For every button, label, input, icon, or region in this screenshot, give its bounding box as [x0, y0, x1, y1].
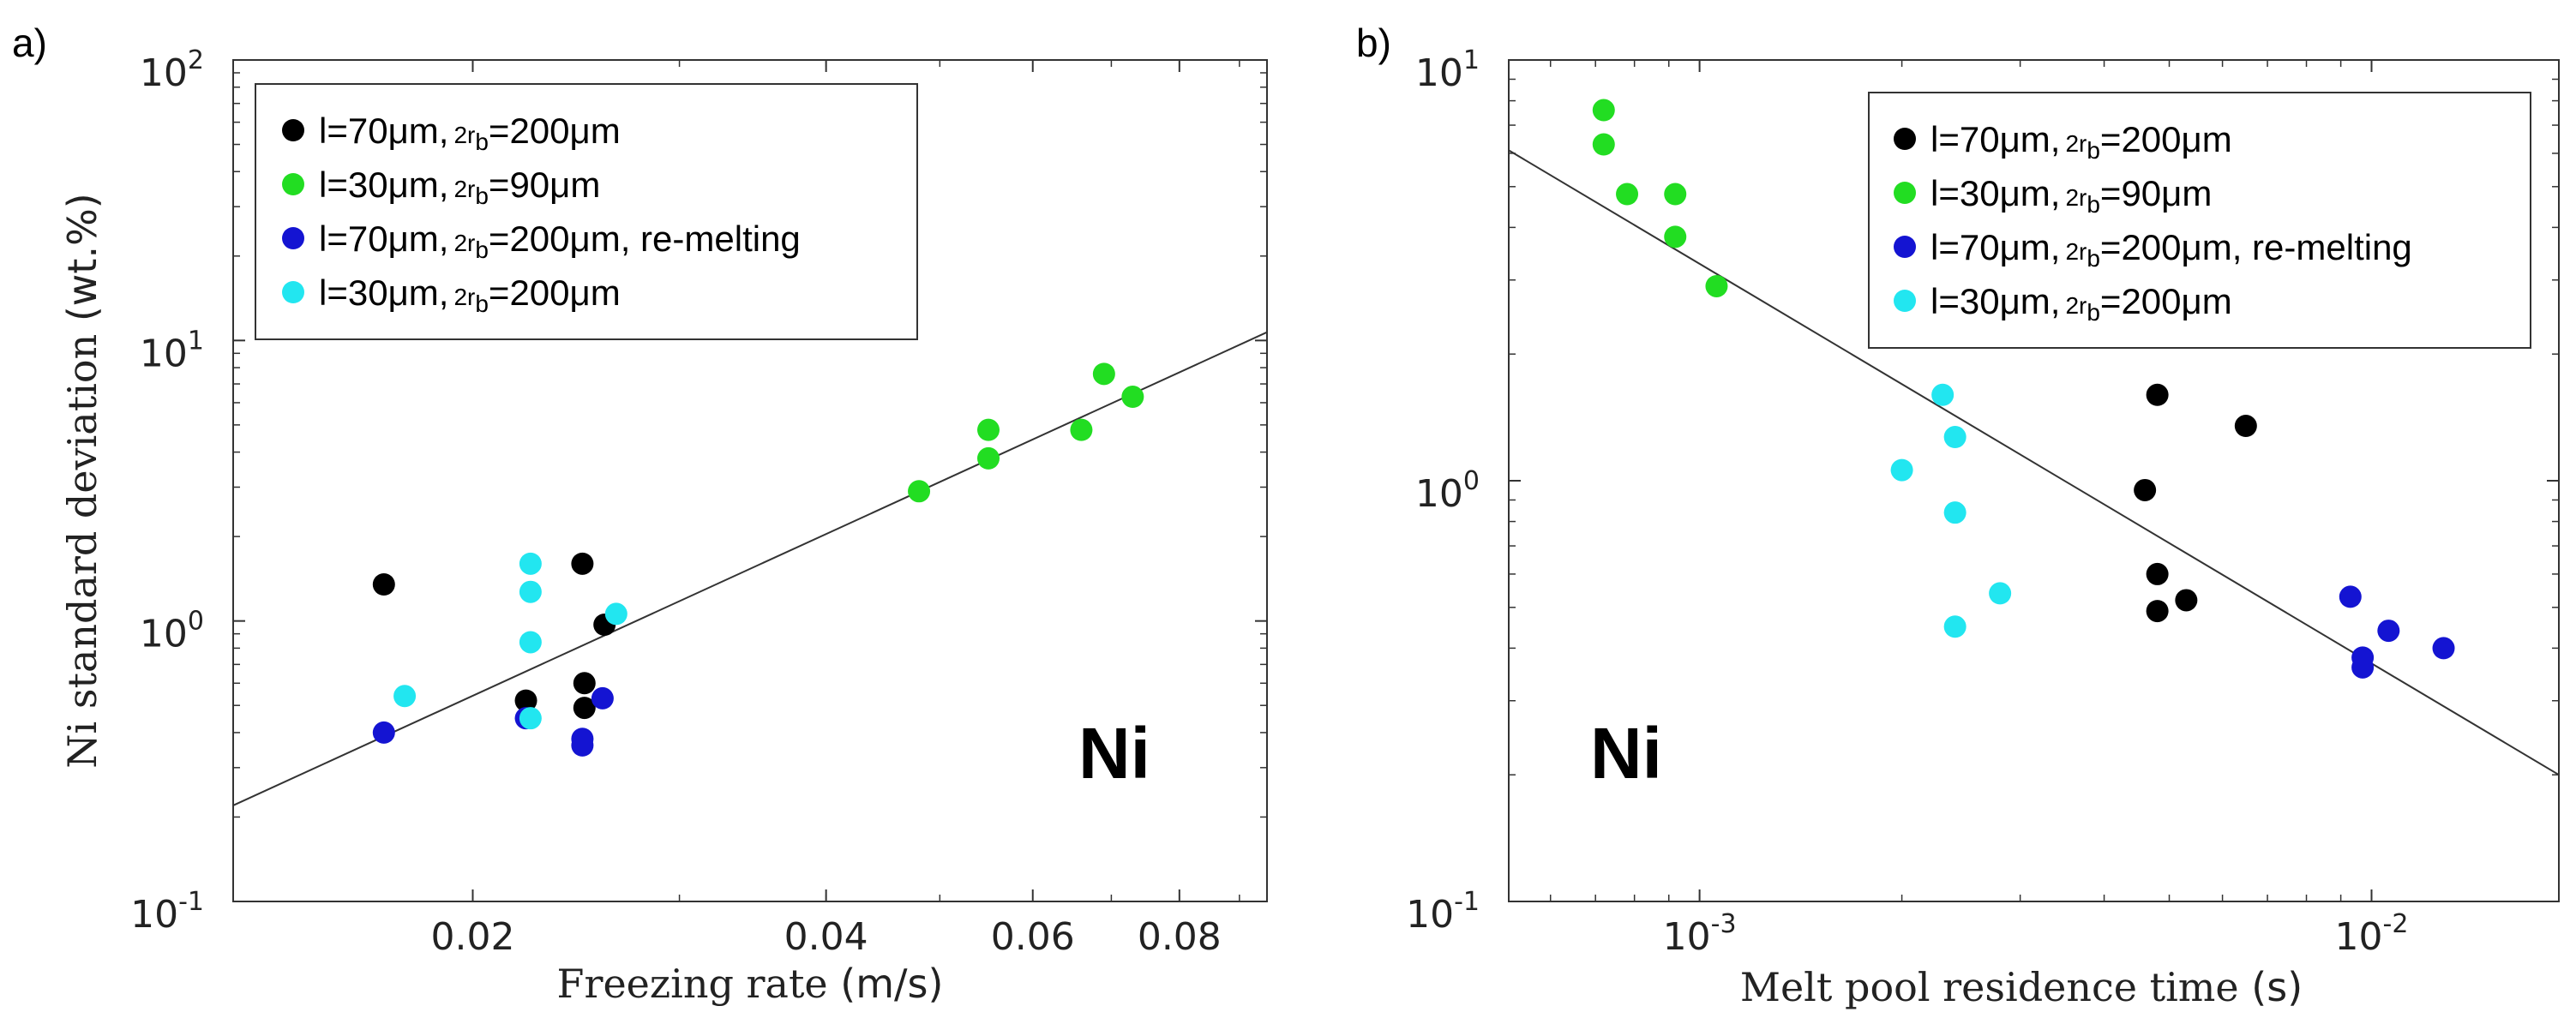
- legend-entry-s0: l=70μm, 2rb=200μm: [319, 111, 621, 155]
- panel-a-fit-line: [232, 331, 1268, 806]
- data-point-s0: [2175, 589, 2198, 612]
- panel-b-y-tick-label: 100: [1415, 466, 1480, 516]
- panel-a-x-axis-title: Freezing rate (m/s): [557, 961, 944, 1007]
- panel-a-x-tick-label: 0.02: [430, 915, 514, 959]
- panel-b-points: [1592, 99, 2455, 679]
- data-point-s2: [591, 686, 614, 710]
- legend-marker-s2: [1894, 236, 1916, 258]
- legend-entry-s1: l=30μm, 2rb=90μm: [1930, 173, 2212, 218]
- panel-a: a) 0.02 0.04 0.06 0.08 10-1 100 101 102 …: [12, 21, 1268, 1007]
- panel-a-ticks: [233, 59, 1267, 902]
- data-point-s3: [1989, 582, 2012, 605]
- data-point-s3: [1931, 383, 1955, 406]
- data-point-s0: [573, 697, 596, 720]
- data-point-s0: [2134, 478, 2157, 501]
- panel-a-legend: l=70μm, 2rb=200μm l=30μm, 2rb=90μm l=70μm,…: [255, 83, 918, 340]
- data-point-s0: [573, 672, 596, 695]
- panel-a-y-tick-label: 101: [140, 326, 204, 375]
- data-point-s0: [2146, 383, 2169, 406]
- legend-marker-s1: [282, 173, 304, 195]
- legend-marker-s2: [282, 227, 304, 249]
- legend-entry-s3: l=30μm, 2rb=200μm: [319, 272, 621, 317]
- data-point-s1: [977, 446, 1000, 470]
- data-point-s1: [1616, 183, 1639, 206]
- panel-a-x-tick-label: 0.08: [1138, 915, 1222, 959]
- panel-a-y-axis-title: Ni standard deviation (wt.%): [59, 193, 105, 768]
- data-point-s3: [519, 580, 542, 603]
- legend-entry-s2: l=70μm, 2rb=200μm, re-melting: [1930, 227, 2412, 272]
- data-point-s0: [571, 552, 594, 575]
- data-point-s1: [1070, 418, 1093, 441]
- panel-b-legend: l=70μm, 2rb=200μm l=30μm, 2rb=90μm l=70μm,…: [1868, 92, 2531, 349]
- panel-b-fit-line: [1508, 149, 2560, 776]
- data-point-s1: [1592, 133, 1615, 156]
- legend-entry-s2: l=70μm, 2rb=200μm, re-melting: [319, 219, 801, 263]
- data-point-s3: [1943, 501, 1967, 524]
- panel-b-ni-annotation: Ni: [1590, 713, 1662, 793]
- data-point-s3: [1890, 458, 1913, 482]
- data-point-s3: [604, 602, 627, 626]
- data-point-s2: [571, 734, 594, 757]
- legend-marker-s0: [1894, 128, 1916, 150]
- data-point-s3: [1943, 426, 1967, 449]
- data-point-s0: [2146, 562, 2169, 585]
- data-point-s3: [1943, 615, 1967, 638]
- data-point-s2: [372, 721, 395, 744]
- panel-a-tick-labels: 0.02 0.04 0.06 0.08 10-1 100 101 102: [130, 45, 1222, 959]
- data-point-s1: [1664, 225, 1687, 249]
- data-point-s0: [2146, 600, 2169, 623]
- legend-marker-s0: [282, 119, 304, 141]
- panel-a-legend-box: [255, 83, 918, 340]
- panel-a-x-tick-label: 0.04: [784, 915, 868, 959]
- panel-a-y-tick-label: 102: [140, 45, 204, 95]
- data-point-s1: [1705, 274, 1728, 297]
- data-point-s3: [519, 552, 542, 575]
- data-point-s1: [1121, 386, 1144, 409]
- legend-marker-s3: [282, 281, 304, 303]
- data-point-s1: [1092, 362, 1115, 386]
- data-point-s0: [2234, 415, 2257, 438]
- panel-b-legend-box: [1868, 92, 2531, 349]
- panel-b-x-axis-title: Melt pool residence time (s): [1740, 964, 2303, 1010]
- data-point-s3: [519, 707, 542, 730]
- data-point-s2: [2351, 656, 2375, 679]
- data-point-s1: [977, 418, 1000, 441]
- data-point-s1: [908, 480, 931, 503]
- data-point-s0: [514, 689, 537, 712]
- legend-marker-s1: [1894, 182, 1916, 204]
- data-point-s0: [372, 573, 395, 596]
- data-point-s1: [1664, 183, 1687, 206]
- panel-a-ni-annotation: Ni: [1078, 713, 1150, 793]
- panel-b: b) 10-3 10-2 10-1 100 101 Ni Melt pool r…: [1356, 21, 2560, 1010]
- data-point-s3: [393, 685, 417, 708]
- data-point-s3: [519, 631, 542, 654]
- panel-a-y-tick-label: 10-1: [130, 887, 204, 937]
- panel-b-ticks: [1509, 59, 2559, 902]
- panel-b-x-tick-label: 10-2: [2335, 909, 2409, 959]
- panel-a-y-tick-label: 100: [140, 607, 204, 656]
- data-point-s2: [2339, 585, 2362, 608]
- legend-entry-s3: l=30μm, 2rb=200μm: [1930, 281, 2232, 326]
- data-point-s2: [2377, 620, 2400, 643]
- panel-b-tick-labels: 10-3 10-2 10-1 100 101: [1406, 45, 2408, 959]
- panel-b-y-tick-label: 101: [1415, 45, 1480, 95]
- panel-b-x-tick-label: 10-3: [1663, 909, 1737, 959]
- panel-a-x-tick-label: 0.06: [991, 915, 1075, 959]
- legend-marker-s3: [1894, 290, 1916, 312]
- panel-b-label: b): [1356, 21, 1391, 65]
- panel-a-label: a): [12, 21, 47, 65]
- legend-entry-s1: l=30μm, 2rb=90μm: [319, 165, 600, 209]
- panel-b-y-tick-label: 10-1: [1406, 887, 1480, 937]
- panel-a-axes-box: [232, 59, 1268, 902]
- panel-a-points: [372, 362, 1144, 757]
- data-point-s2: [2432, 637, 2455, 660]
- data-point-s1: [1592, 99, 1615, 122]
- legend-entry-s0: l=70μm, 2rb=200μm: [1930, 119, 2232, 164]
